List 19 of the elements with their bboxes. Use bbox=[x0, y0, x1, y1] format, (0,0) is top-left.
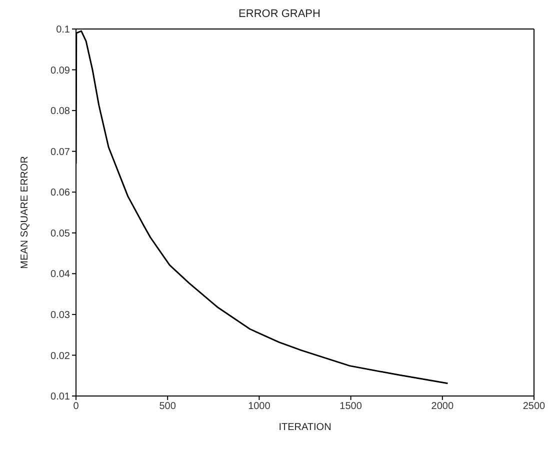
x-axis-title: ITERATION bbox=[278, 422, 332, 433]
y-tick-label: 0.03 bbox=[50, 310, 70, 321]
y-tick-label: 0.1 bbox=[56, 24, 70, 36]
y-tick-label: 0.04 bbox=[50, 269, 70, 280]
y-tick-label: 0.05 bbox=[50, 228, 70, 240]
y-tick-label: 0.02 bbox=[50, 350, 70, 362]
y-tick-label: 0.08 bbox=[50, 106, 70, 118]
chart-title: ERROR GRAPH bbox=[238, 8, 322, 20]
y-tick-label: 0.07 bbox=[50, 146, 70, 158]
y-tick-label: 0.09 bbox=[50, 65, 70, 76]
y-tick-label: 0.01 bbox=[50, 392, 70, 403]
x-tick-label: 2000 bbox=[431, 401, 454, 412]
x-tick-label: 1000 bbox=[248, 401, 271, 412]
x-tick-label: 0 bbox=[73, 401, 80, 412]
x-tick-label: 2500 bbox=[522, 401, 546, 412]
x-tick-label: 500 bbox=[159, 401, 176, 412]
y-axis-title: MEAN SQUARE ERROR bbox=[20, 156, 31, 269]
y-tick-label: 0.06 bbox=[50, 188, 70, 199]
x-tick-label: 1500 bbox=[340, 401, 362, 412]
